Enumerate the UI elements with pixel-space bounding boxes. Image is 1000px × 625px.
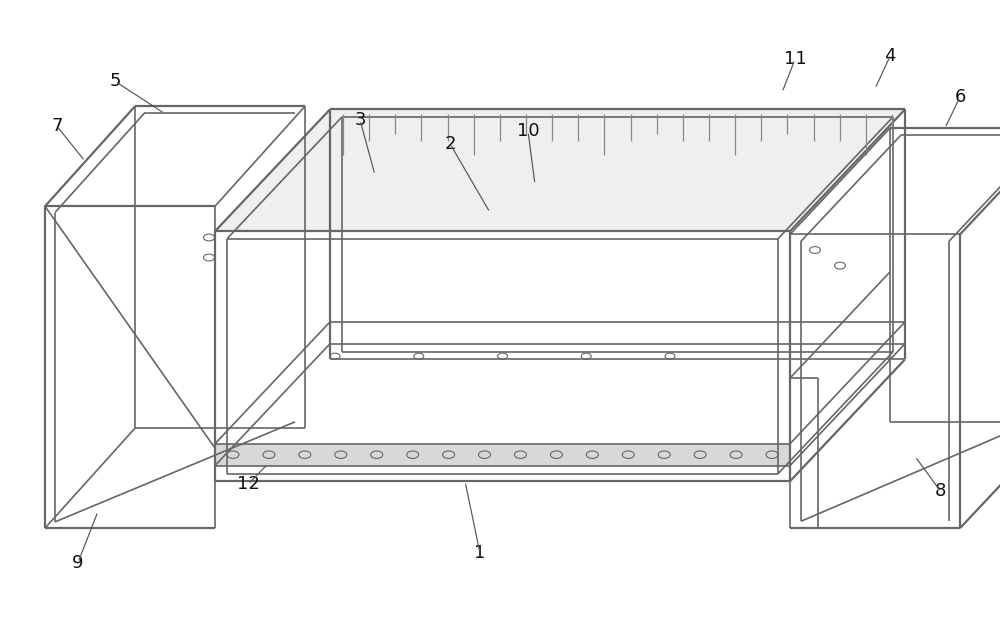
Text: 3: 3	[354, 111, 366, 129]
Text: 1: 1	[474, 544, 486, 562]
Text: 4: 4	[884, 48, 896, 65]
Text: 5: 5	[109, 72, 121, 90]
Polygon shape	[215, 444, 790, 466]
Text: 6: 6	[954, 88, 966, 106]
Text: 12: 12	[237, 476, 259, 493]
Text: 9: 9	[72, 554, 84, 571]
Text: 2: 2	[444, 135, 456, 152]
Text: 10: 10	[517, 122, 539, 140]
Text: 7: 7	[51, 118, 63, 135]
Text: 11: 11	[784, 51, 806, 68]
Text: 8: 8	[934, 482, 946, 499]
Polygon shape	[215, 109, 905, 231]
